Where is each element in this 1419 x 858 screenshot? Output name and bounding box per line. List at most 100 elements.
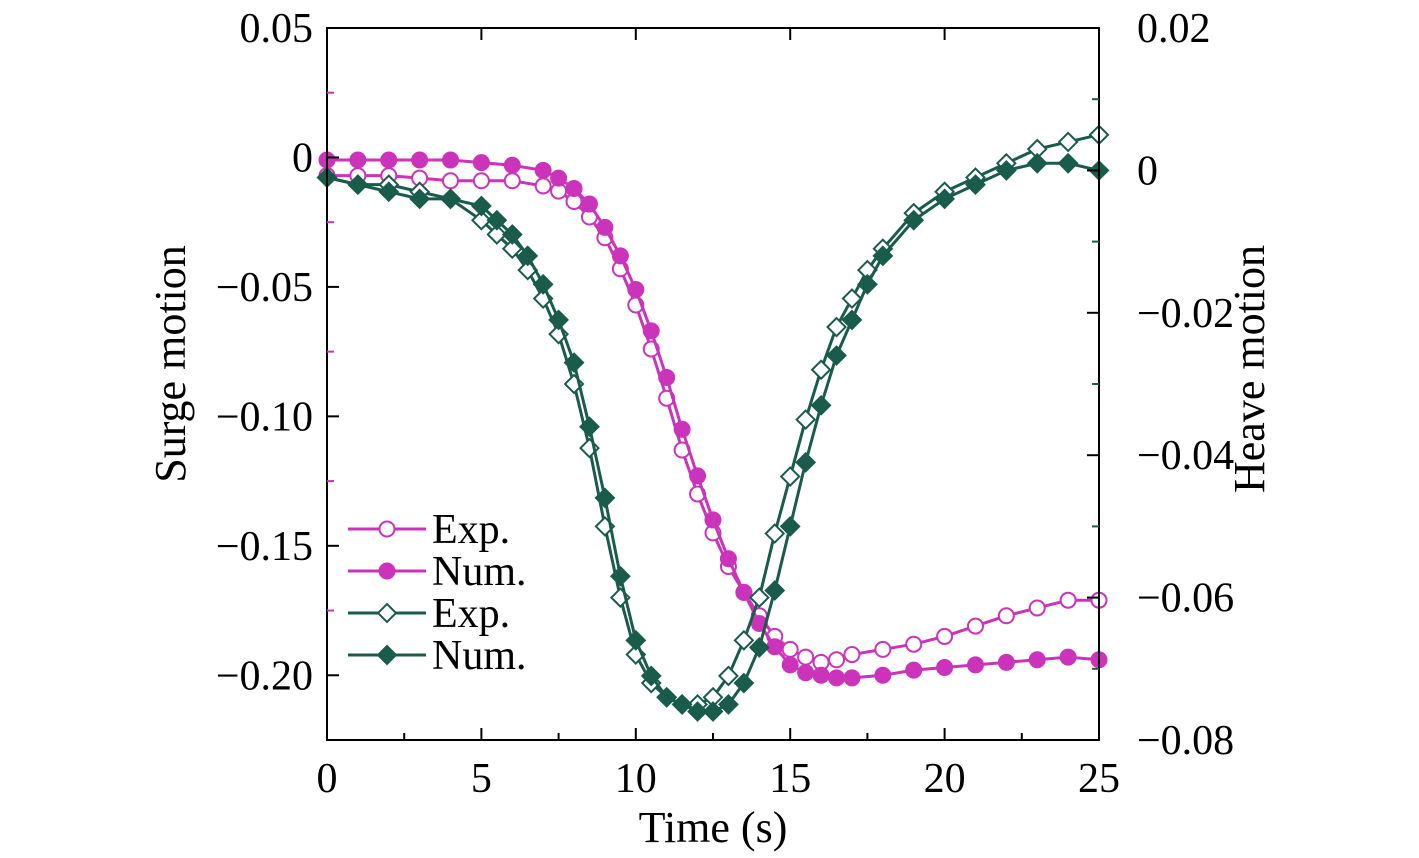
data-point bbox=[748, 587, 770, 609]
data-point bbox=[409, 188, 431, 210]
data-point bbox=[411, 151, 429, 169]
data-point bbox=[671, 693, 693, 715]
data-point bbox=[596, 218, 614, 236]
x-tick-label: 0 bbox=[317, 756, 338, 802]
data-point bbox=[472, 154, 490, 172]
data-point bbox=[378, 181, 400, 203]
x-axis-title: Time (s) bbox=[639, 803, 788, 852]
data-point bbox=[642, 322, 660, 340]
x-tick-label: 5 bbox=[471, 756, 492, 802]
data-point bbox=[580, 195, 598, 213]
data-point bbox=[719, 550, 737, 568]
data-point bbox=[966, 656, 984, 674]
data-point bbox=[609, 565, 631, 587]
data-point bbox=[627, 280, 645, 298]
data-point bbox=[611, 247, 629, 265]
legend-marker bbox=[378, 520, 396, 538]
y-left-tick-label: 0 bbox=[292, 135, 313, 181]
data-point bbox=[936, 659, 954, 677]
ticks-layer: 0 5 10 15 20 25 0.05 0 −0.05 −0.10 −0.15 −0.20 0.02 0… bbox=[216, 6, 1234, 802]
data-point bbox=[548, 309, 570, 331]
data-point bbox=[936, 627, 954, 645]
x-tick-label: 15 bbox=[769, 756, 811, 802]
data-point bbox=[856, 273, 878, 295]
data-point bbox=[563, 352, 585, 374]
data-point bbox=[1059, 591, 1077, 609]
y-right-tick-label: 0 bbox=[1137, 148, 1158, 194]
data-point bbox=[841, 288, 863, 309]
data-point bbox=[781, 640, 799, 658]
data-point bbox=[828, 651, 846, 669]
data-point bbox=[349, 151, 367, 169]
data-point bbox=[503, 156, 521, 174]
data-point bbox=[965, 174, 986, 196]
data-point bbox=[625, 629, 647, 651]
data-point bbox=[718, 693, 739, 715]
data-point bbox=[733, 672, 755, 694]
legend-label: Num. bbox=[432, 633, 527, 679]
data-point bbox=[872, 245, 894, 267]
data-point bbox=[828, 669, 846, 687]
y-left-axis-title: Surge motion bbox=[146, 245, 195, 483]
data-point bbox=[673, 420, 691, 438]
data-point bbox=[718, 665, 739, 687]
data-point bbox=[347, 174, 369, 196]
y-right-axis-title: Heave motion bbox=[1225, 245, 1274, 493]
data-point bbox=[810, 394, 832, 416]
data-point bbox=[658, 369, 676, 387]
data-point bbox=[501, 224, 523, 245]
data-point bbox=[534, 161, 552, 179]
data-point bbox=[550, 169, 568, 187]
legend-marker bbox=[376, 644, 398, 666]
data-point bbox=[380, 151, 398, 169]
legend-item: Exp. bbox=[348, 507, 510, 553]
y-right-tick-label: −0.06 bbox=[1137, 576, 1234, 622]
data-point bbox=[795, 451, 817, 473]
data-point bbox=[470, 209, 492, 231]
data-point bbox=[903, 209, 925, 231]
data-point bbox=[1059, 648, 1077, 666]
data-point bbox=[503, 172, 521, 190]
legend: Exp.Num.Exp.Num. bbox=[348, 507, 527, 679]
data-point bbox=[748, 637, 770, 658]
legend-marker bbox=[378, 562, 396, 580]
data-point bbox=[470, 195, 492, 217]
data-point bbox=[795, 409, 817, 431]
data-point bbox=[640, 665, 662, 687]
y-right-tick-label: 0.02 bbox=[1137, 6, 1211, 52]
data-point bbox=[934, 188, 956, 210]
data-point bbox=[843, 669, 861, 687]
y-right-tick-label: −0.08 bbox=[1137, 718, 1234, 764]
data-point bbox=[579, 416, 600, 438]
data-point bbox=[826, 316, 847, 338]
data-point bbox=[472, 172, 490, 190]
data-point bbox=[656, 686, 678, 708]
data-point bbox=[440, 188, 461, 210]
data-point bbox=[442, 172, 460, 190]
series-4 bbox=[316, 152, 1110, 722]
x-tick-label: 20 bbox=[924, 756, 966, 802]
data-point bbox=[704, 511, 722, 529]
data-point bbox=[764, 523, 786, 544]
data-point bbox=[1057, 152, 1079, 174]
y-left-tick-label: −0.15 bbox=[216, 524, 313, 570]
data-point bbox=[689, 467, 707, 485]
data-point bbox=[501, 238, 523, 260]
data-point bbox=[594, 487, 616, 509]
data-point bbox=[1028, 651, 1046, 669]
data-point bbox=[841, 309, 863, 331]
data-point bbox=[812, 666, 830, 684]
data-point bbox=[905, 661, 923, 679]
y-left-tick-label: 0.05 bbox=[240, 6, 314, 52]
data-point bbox=[995, 159, 1017, 181]
y-left-tick-label: −0.20 bbox=[216, 653, 313, 699]
data-point bbox=[486, 224, 508, 245]
y-right-tick-label: −0.04 bbox=[1137, 433, 1234, 479]
data-point bbox=[766, 638, 784, 656]
data-point bbox=[997, 653, 1015, 671]
data-point bbox=[905, 635, 923, 653]
data-point bbox=[735, 583, 753, 601]
data-point bbox=[997, 607, 1015, 625]
